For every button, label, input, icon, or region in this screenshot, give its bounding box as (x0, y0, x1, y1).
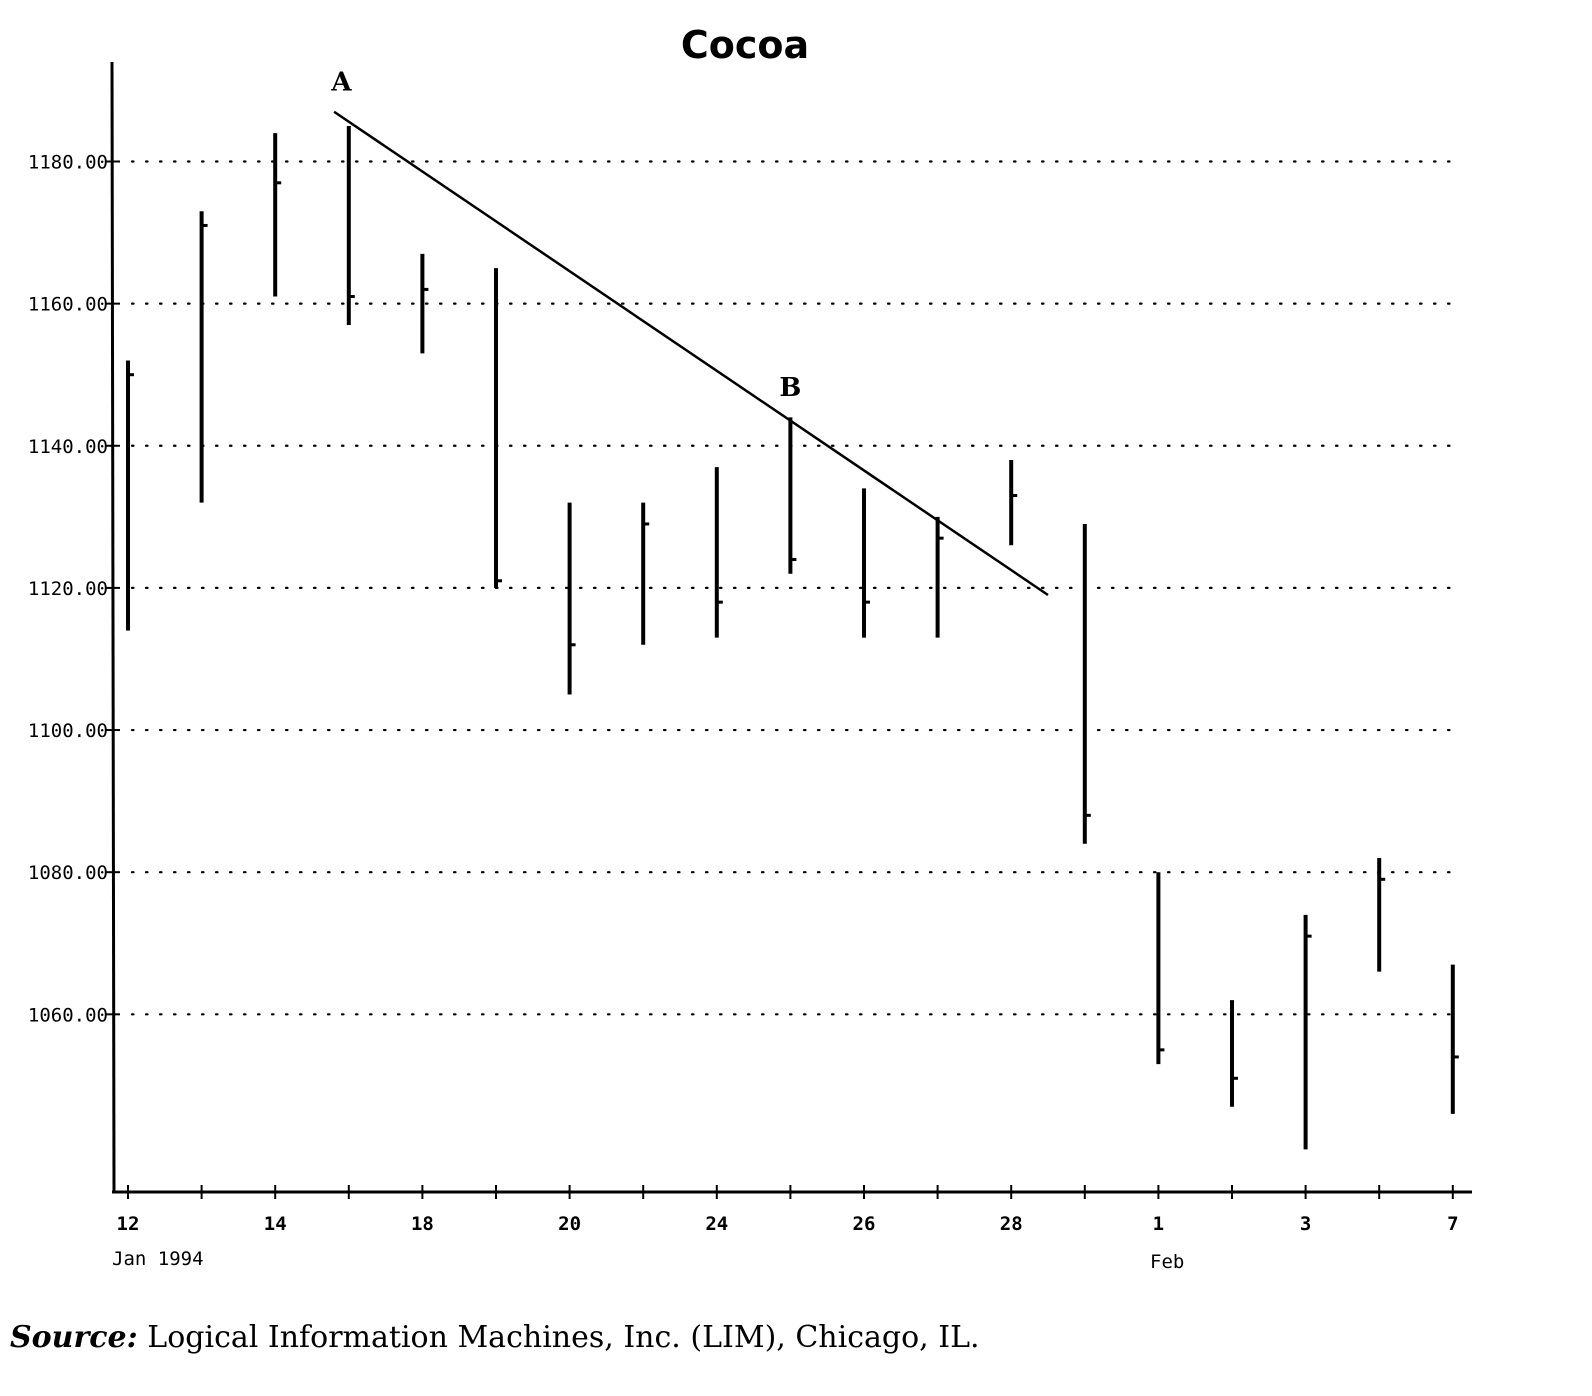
y-tick-label: 1140.00 (28, 436, 108, 458)
x-tick-label: 26 (853, 1213, 876, 1235)
x-tick-label: 7 (1447, 1213, 1458, 1235)
trendline (333, 110, 1049, 597)
x-month-label-jan: Jan 1994 (112, 1248, 204, 1270)
x-tick-label: 18 (411, 1213, 434, 1235)
x-tick-label: 28 (1000, 1213, 1023, 1235)
y-tick-label: 1160.00 (28, 294, 108, 316)
source-note: Source: Logical Information Machines, In… (10, 1320, 980, 1355)
grid-lines (130, 160, 1464, 1016)
y-tick-label: 1100.00 (28, 720, 108, 742)
x-tick-label: 12 (117, 1213, 140, 1235)
x-tick-label: 24 (705, 1213, 728, 1235)
x-tick-label: 3 (1300, 1213, 1311, 1235)
source-text: Logical Information Machines, Inc. (LIM)… (147, 1320, 980, 1355)
y-axis-ticks: 1060.00 1080.00 1100.00 1120.00 1140.00 1160.… (28, 151, 120, 1026)
y-tick-label: 1080.00 (28, 862, 108, 884)
x-month-label-feb: Feb (1150, 1251, 1184, 1273)
y-tick-label: 1060.00 (28, 1004, 108, 1026)
annotation-label: A (330, 67, 352, 97)
price-bars (126, 125, 1459, 1150)
y-tick-label: 1180.00 (28, 151, 108, 173)
y-tick-label: 1120.00 (28, 578, 108, 600)
x-tick-label: 14 (264, 1213, 287, 1235)
ohlc-chart: Cocoa 1060.00 1080.00 1100.00 1120.00 1140.0… (28, 23, 1472, 1273)
x-tick-label: 1 (1153, 1213, 1164, 1235)
y-axis-line (110, 61, 116, 1193)
chart-title: Cocoa (681, 23, 809, 67)
source-label: Source: (10, 1320, 138, 1355)
annotations: AB (330, 67, 801, 403)
x-tick-label: 20 (558, 1213, 581, 1235)
annotation-label: B (779, 373, 801, 403)
